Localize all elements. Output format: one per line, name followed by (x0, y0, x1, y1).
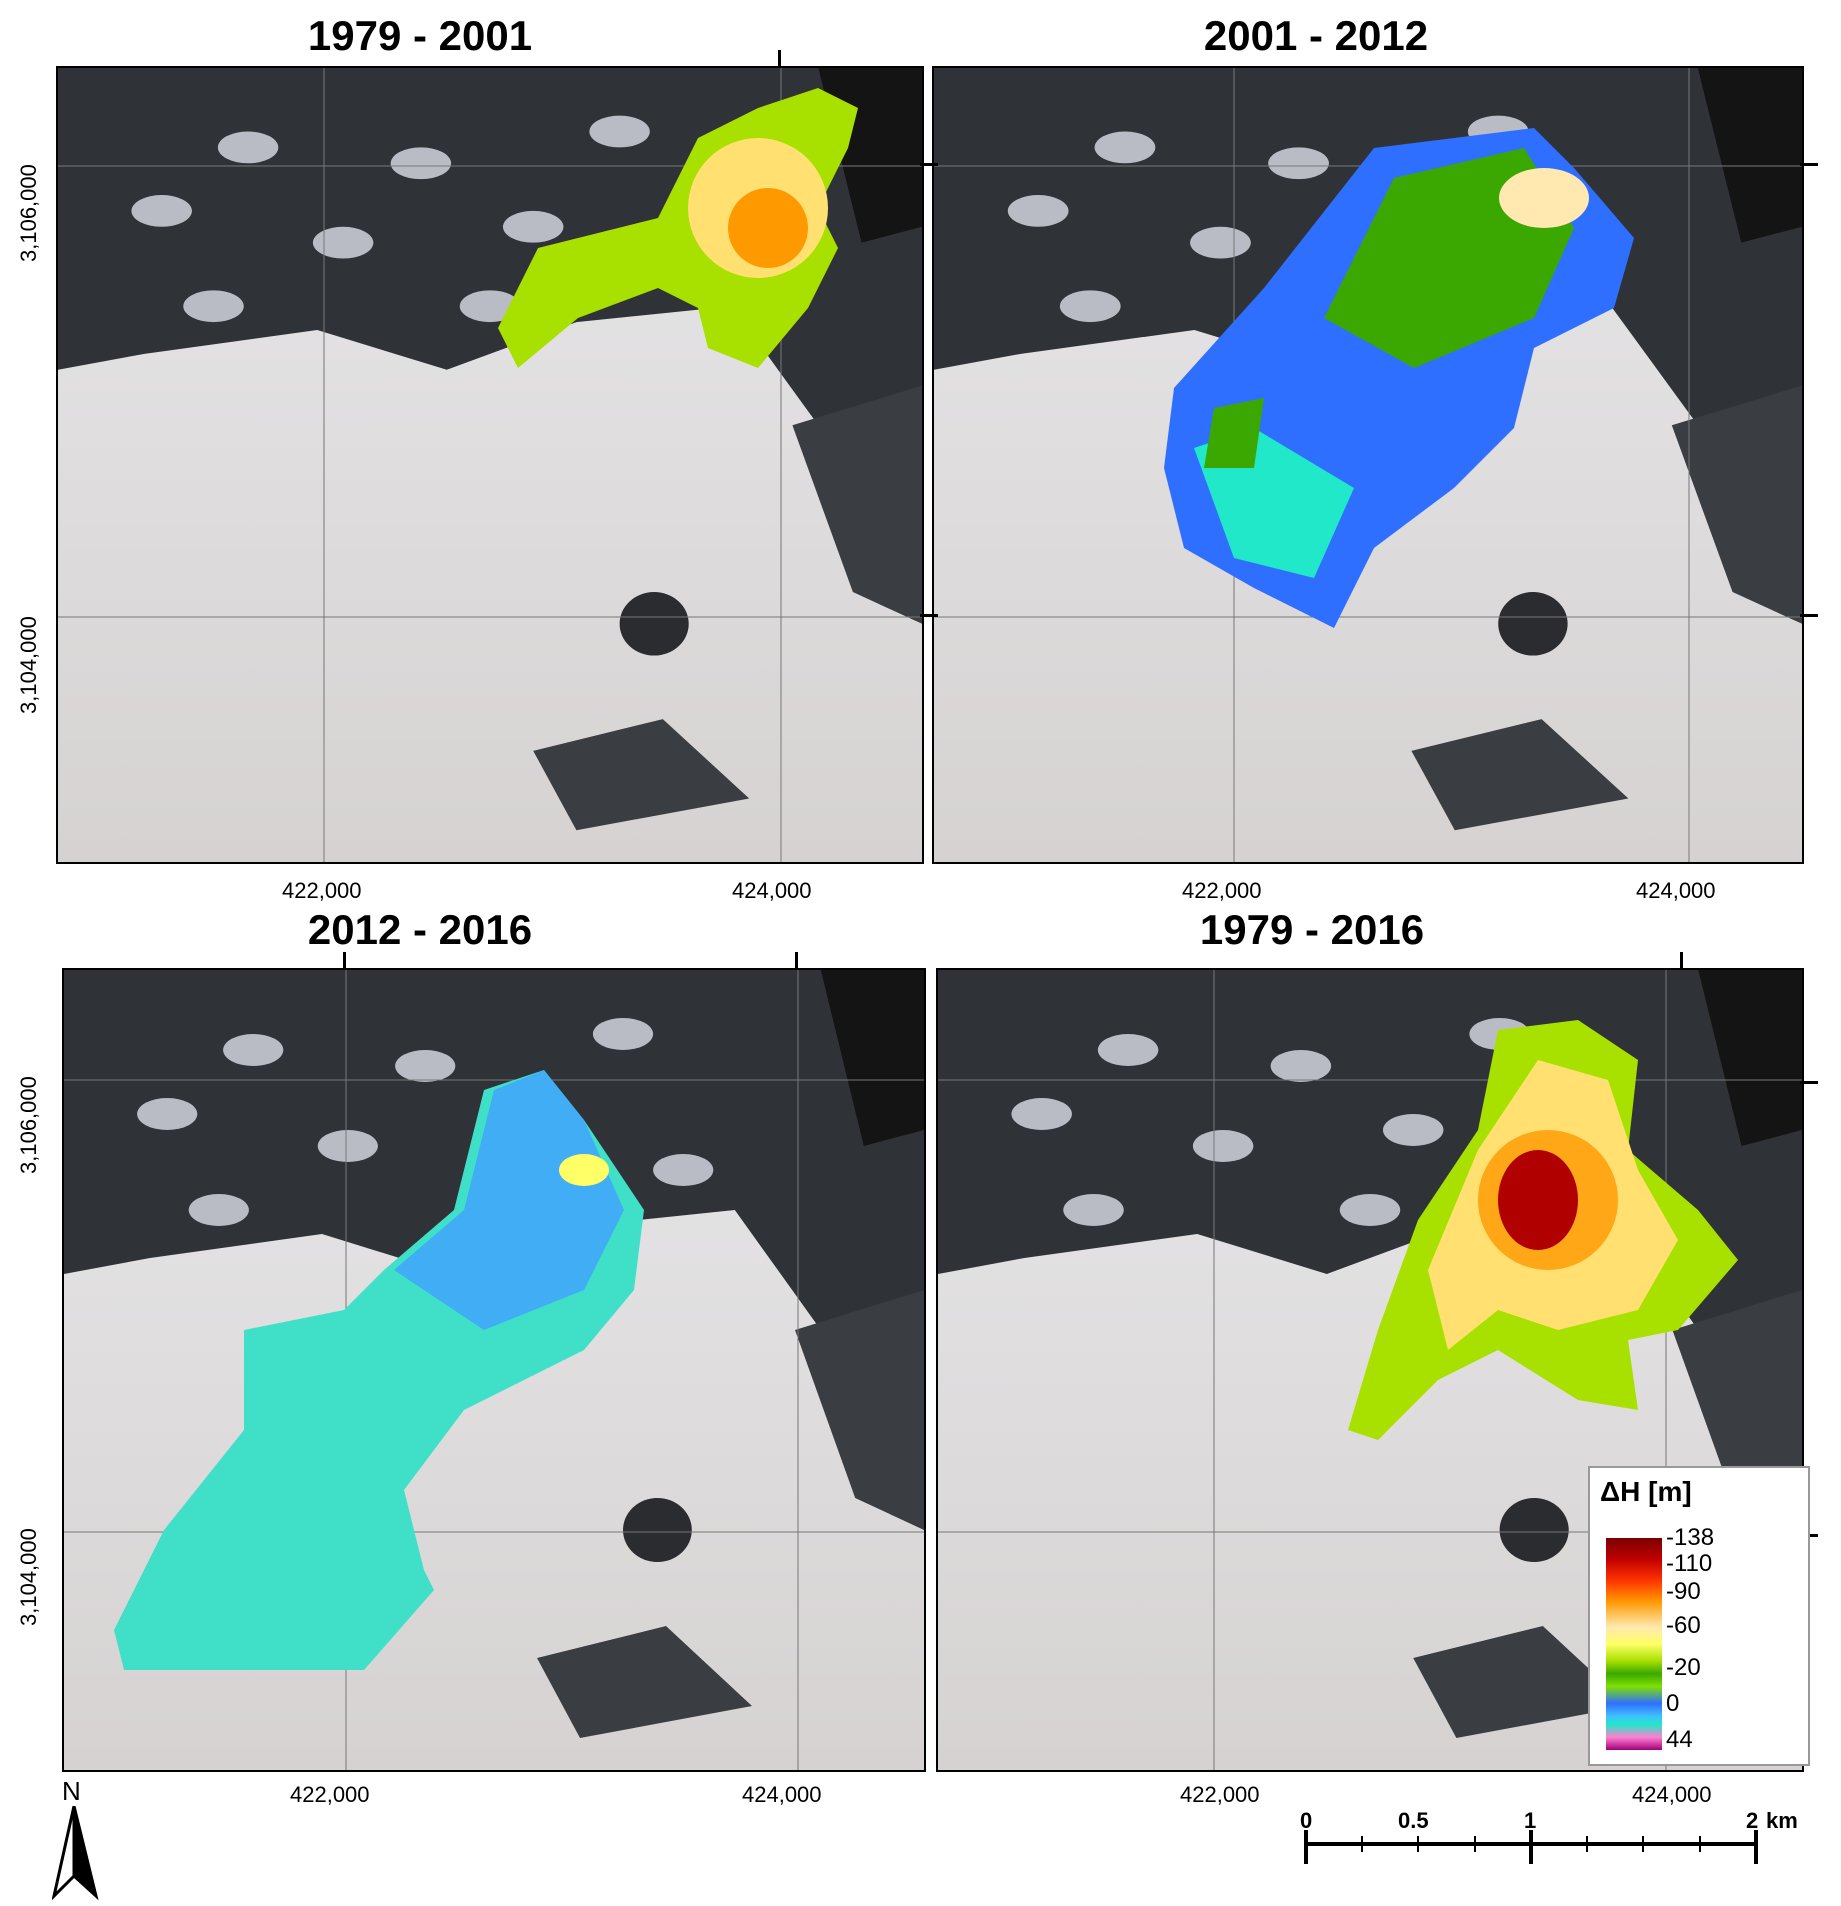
rock-terrain (533, 719, 750, 831)
legend-value: -90 (1666, 1578, 1701, 1605)
snow-patch (223, 1034, 284, 1066)
rock-terrain (537, 1626, 752, 1738)
snow-patch (1063, 1194, 1124, 1226)
snow-patch (1011, 1098, 1072, 1130)
satellite-basemap-1 (58, 68, 922, 862)
snow-patch (1094, 131, 1156, 164)
north-arrow-icon (52, 1806, 99, 1901)
tick-mark (343, 952, 346, 970)
snow-patch (1268, 147, 1329, 180)
snow-patch (1190, 226, 1251, 259)
x-tick-label: 422,000 (1182, 878, 1262, 903)
rock-terrain (792, 385, 922, 624)
rock-terrain (1671, 385, 1802, 624)
elevation-change-overlay (1204, 398, 1264, 468)
legend-value: 44 (1666, 1726, 1693, 1753)
nunatak (623, 1498, 692, 1562)
snow-patch (1097, 1034, 1159, 1066)
rock-terrain (1413, 1626, 1630, 1738)
snow-patch (137, 1098, 198, 1130)
legend-value: 0 (1666, 1690, 1680, 1717)
map-panel-4[interactable] (936, 968, 1804, 1772)
nunatak (1499, 1498, 1569, 1562)
x-tick-label: 424,000 (1632, 1782, 1712, 1807)
panel-title-2: 2001 - 2012 (1203, 12, 1429, 59)
snow-patch (1007, 195, 1069, 227)
snow-patch (390, 147, 452, 180)
x-tick-label: 424,000 (732, 878, 812, 903)
map-panel-2[interactable] (932, 66, 1804, 864)
scale-label: 2 (1746, 1808, 1759, 1833)
elevation-change-legend: ΔH [m] -138 -110 -90 -60 -20 0 44 (1588, 1466, 1810, 1766)
y-tick-label: 3,106,000 (16, 1076, 41, 1174)
snow-patch (317, 1130, 378, 1162)
legend-value: -138 (1666, 1524, 1715, 1551)
snow-patch (312, 226, 374, 259)
snow-patch (131, 195, 192, 227)
tick-mark (1800, 614, 1818, 617)
panel-title-1: 1979 - 2001 (307, 12, 533, 59)
sea (1698, 970, 1802, 1146)
x-tick-label: 422,000 (1180, 1782, 1260, 1807)
scale-bar (1304, 1830, 1758, 1864)
legend-value: -60 (1666, 1612, 1701, 1639)
tick-mark (1800, 163, 1818, 166)
map-panel-1[interactable] (56, 66, 924, 864)
tick-mark (1680, 952, 1683, 970)
snow-patch (183, 290, 244, 323)
scale-label: 0 (1300, 1808, 1313, 1833)
satellite-basemap-3 (64, 970, 924, 1770)
snow-patch (1192, 1130, 1254, 1162)
x-tick-label: 422,000 (282, 878, 362, 903)
tick-mark (920, 614, 938, 617)
snow-patch (395, 1050, 456, 1082)
nunatak (619, 592, 689, 656)
elevation-change-overlay (1499, 168, 1589, 228)
snow-patch (217, 131, 279, 164)
snow-patch (592, 1018, 654, 1050)
snow-patch (653, 1154, 714, 1186)
satellite-basemap-4 (938, 970, 1802, 1770)
x-tick-label: 424,000 (1636, 878, 1716, 903)
y-tick-label: 3,104,000 (16, 616, 41, 714)
satellite-basemap-2 (934, 68, 1802, 862)
x-tick-label: 424,000 (742, 1782, 822, 1807)
snow-patch (188, 1194, 249, 1226)
scale-label: 0.5 (1398, 1808, 1429, 1833)
sea (1697, 68, 1802, 243)
legend-value: -110 (1666, 1550, 1713, 1577)
snow-patch (1059, 290, 1121, 323)
rock-terrain (795, 1290, 924, 1530)
rock-terrain (1411, 719, 1629, 831)
legend-value: -20 (1666, 1654, 1701, 1681)
snow-patch (1270, 1050, 1332, 1082)
elevation-change-overlay (1498, 1150, 1578, 1250)
tick-mark (1800, 1081, 1818, 1084)
scale-label: 1 (1524, 1808, 1537, 1833)
snow-patch (502, 210, 564, 243)
snow-patch (589, 115, 650, 148)
legend-title: ΔH [m] (1600, 1476, 1692, 1507)
sea (820, 970, 924, 1146)
legend-color-ramp (1606, 1538, 1662, 1750)
nunatak (1498, 592, 1568, 656)
snow-patch (1382, 1114, 1444, 1146)
elevation-change-overlay (394, 1070, 624, 1330)
scale-unit: km (1766, 1808, 1798, 1833)
tick-mark (795, 952, 798, 970)
snow-patch (1339, 1194, 1401, 1226)
y-tick-label: 3,106,000 (16, 164, 41, 262)
panel-title-4: 1979 - 2016 (1199, 906, 1425, 953)
y-tick-label: 3,104,000 (16, 1528, 41, 1626)
x-tick-label: 422,000 (290, 1782, 370, 1807)
tick-mark (920, 163, 938, 166)
elevation-change-overlay (559, 1154, 609, 1186)
elevation-change-overlay (728, 188, 808, 268)
tick-mark (778, 50, 781, 68)
panel-title-3: 2012 - 2016 (307, 906, 533, 953)
north-label: N (62, 1776, 81, 1806)
map-panel-3[interactable] (62, 968, 926, 1772)
